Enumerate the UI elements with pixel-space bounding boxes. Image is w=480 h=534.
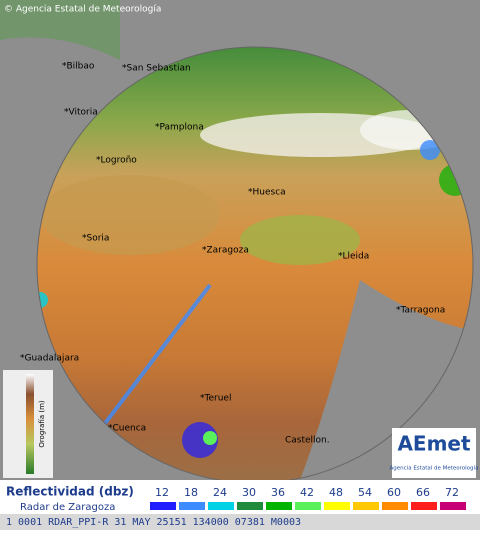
city-label: *Pamplona	[155, 123, 204, 133]
legend-value: 66	[416, 486, 430, 499]
city-label: *Lleida	[338, 252, 369, 262]
legend-value: 48	[329, 486, 343, 499]
legend-swatch	[324, 502, 350, 510]
city-label: *Soria	[82, 234, 109, 244]
legend-swatch	[295, 502, 321, 510]
legend-subtitle: Radar de Zaragoza	[20, 502, 115, 513]
city-label: *Vitoria	[64, 108, 98, 118]
city-label: Castellon.	[285, 436, 330, 446]
legend-swatch	[382, 502, 408, 510]
legend-swatch	[150, 502, 176, 510]
legend-value: 24	[213, 486, 227, 499]
logo-box	[392, 428, 476, 478]
legend-value: 60	[387, 486, 401, 499]
city-label: *Huesca	[248, 188, 286, 198]
logo-name: AEmet	[397, 432, 471, 456]
legend-value: 54	[358, 486, 372, 499]
legend-swatch	[353, 502, 379, 510]
legend-value: 18	[184, 486, 198, 499]
legend-value: 30	[242, 486, 256, 499]
footer-strip	[0, 514, 480, 530]
legend-swatch	[440, 502, 466, 510]
orography-title: Orografía (m)	[38, 400, 46, 448]
orography-bar	[26, 374, 34, 474]
legend-value: 36	[271, 486, 285, 499]
city-label: *Teruel	[200, 394, 231, 404]
city-label: *Zaragoza	[202, 246, 249, 256]
city-label: *Tarragona	[396, 306, 445, 316]
legend-swatch	[266, 502, 292, 510]
legend-swatch	[411, 502, 437, 510]
city-label: *Logroño	[96, 156, 137, 166]
legend-title: Reflectividad (dbz)	[6, 485, 134, 499]
city-label: *Cuenca	[108, 424, 146, 434]
legend-swatch	[237, 502, 263, 510]
legend-value: 42	[300, 486, 314, 499]
city-label: *San Sebastian	[122, 64, 191, 74]
logo-subtitle: Agencia Estatal de Meteorología	[390, 465, 479, 472]
legend-swatch	[179, 502, 205, 510]
legend-value: 72	[445, 486, 459, 499]
city-label: *Bilbao	[62, 62, 95, 72]
credit: © Agencia Estatal de Meteorología	[4, 5, 161, 15]
legend-swatch	[208, 502, 234, 510]
land-outside	[0, 0, 120, 60]
legend-value: 12	[155, 486, 169, 499]
city-label: *Guadalajara	[20, 354, 79, 364]
footer-info: 1 0001 RDAR_PPI-R 31 MAY 25151 134000 07…	[6, 517, 301, 528]
